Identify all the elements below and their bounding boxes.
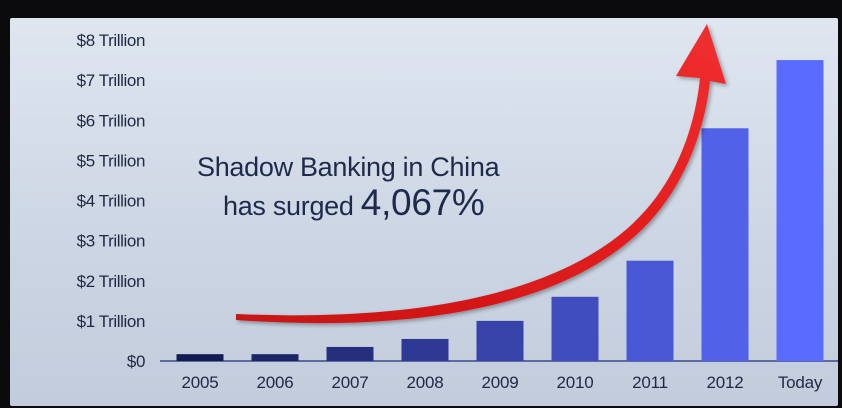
annotation-line-2-prefix: has surged: [223, 191, 361, 221]
bar-2007: [326, 346, 374, 361]
y-tick-label: $1 Trillion: [77, 312, 145, 331]
x-tick-label: 2009: [481, 373, 518, 392]
x-tick-label: 2011: [632, 373, 668, 392]
annotation-growth-value: 4,067%: [361, 182, 485, 223]
x-tick-label: 2006: [256, 373, 293, 392]
bar-2009: [476, 320, 524, 361]
y-tick-label: $3 Trillion: [77, 232, 145, 251]
y-tick-label: $6 Trillion: [77, 111, 145, 130]
y-axis-tick-labels: $0 $1 Trillion $2 Trillion $3 Trillion $4 Tr…: [77, 31, 146, 371]
y-tick-label: $4 Trillion: [77, 192, 145, 211]
y-tick-label: $8 Trillion: [77, 31, 145, 50]
y-tick-label: $7 Trillion: [77, 71, 145, 90]
trend-arrow-icon: [236, 24, 726, 324]
x-tick-label: 2007: [331, 373, 368, 392]
annotation-line-1: Shadow Banking in China: [197, 152, 501, 182]
bar-series: [176, 60, 824, 361]
bar-2011: [626, 260, 674, 361]
y-tick-label: $0: [127, 352, 145, 371]
bar-2006: [251, 354, 299, 361]
chart-panel: $0 $1 Trillion $2 Trillion $3 Trillion $4 Tr…: [10, 18, 838, 406]
shadow-banking-bar-chart: $0 $1 Trillion $2 Trillion $3 Trillion $4 Tr…: [77, 24, 838, 392]
x-tick-label: 2012: [706, 373, 743, 392]
x-tick-label: 2010: [556, 373, 593, 392]
x-axis-tick-labels: 2005 2006 2007 2008 2009 2010 2011 2012 Today: [181, 373, 823, 392]
y-tick-label: $2 Trillion: [77, 272, 145, 291]
bar-today: [776, 60, 824, 361]
x-tick-label: Today: [778, 373, 823, 392]
bar-2008: [401, 338, 449, 361]
annotation-line-2: has surged 4,067%: [223, 182, 485, 223]
x-tick-label: 2005: [181, 373, 218, 392]
bar-2005: [176, 354, 224, 361]
x-tick-label: 2008: [406, 373, 443, 392]
y-tick-label: $5 Trillion: [77, 151, 145, 170]
bar-2010: [551, 296, 599, 361]
bar-2012: [701, 128, 749, 361]
